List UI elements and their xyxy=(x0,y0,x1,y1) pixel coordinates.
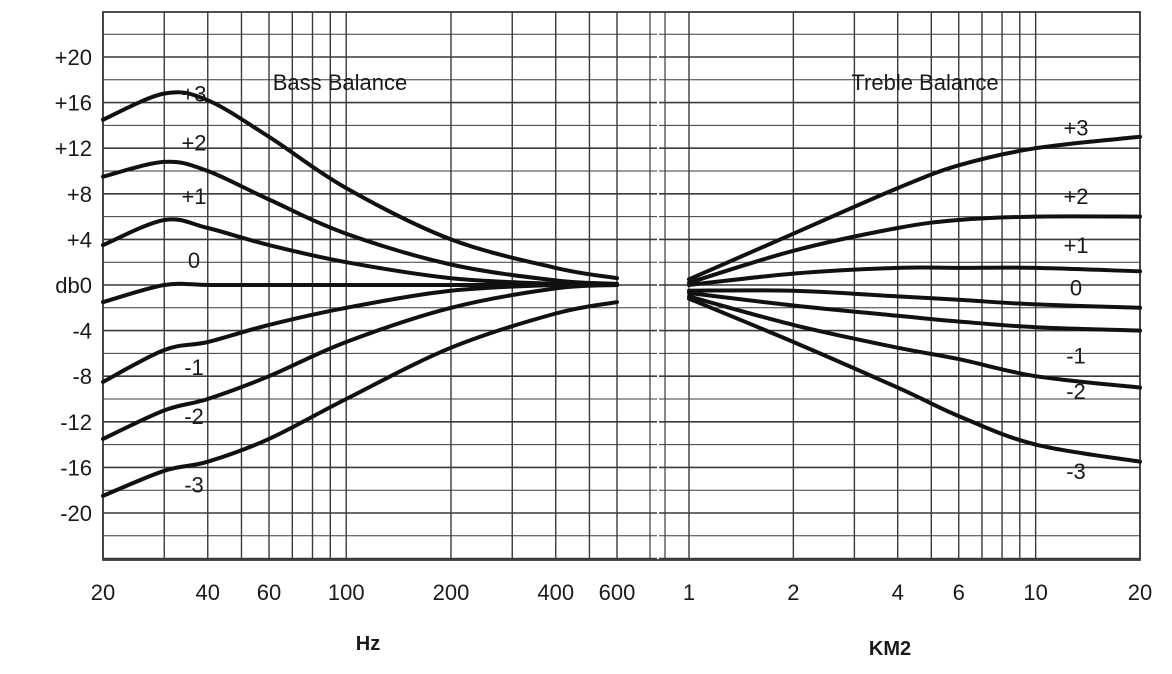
curve-label: -3 xyxy=(1066,459,1086,484)
curve-label: -3 xyxy=(184,473,204,498)
series-curve-treble-minus1 xyxy=(687,291,1142,333)
bass-balance-title: Bass Balance xyxy=(273,70,408,95)
curve-label: -1 xyxy=(1066,344,1086,369)
curve-label: -2 xyxy=(1066,379,1086,404)
plot-frame xyxy=(102,11,1141,561)
curve-label: 0 xyxy=(188,248,200,273)
x-tick-label: 10 xyxy=(1023,580,1047,605)
treble-balance-title: Treble Balance xyxy=(851,70,998,95)
x-tick-label: 20 xyxy=(1128,580,1152,605)
series-curve-bass-plus3 xyxy=(101,90,619,281)
series-curve-bass-minus3 xyxy=(101,300,619,498)
y-tick-label: -16 xyxy=(60,455,92,480)
series-curve-bass-plus2 xyxy=(101,159,619,286)
curve-label: -1 xyxy=(184,355,204,380)
series-curve-treble-plus2 xyxy=(687,214,1142,285)
curve-label: +3 xyxy=(1063,116,1088,141)
y-tick-label: -20 xyxy=(60,501,92,526)
x-tick-label: 200 xyxy=(433,580,470,605)
curve-layer xyxy=(101,90,1142,498)
curve-label: +1 xyxy=(1063,233,1088,258)
y-tick-label: -12 xyxy=(60,410,92,435)
x-tick-label: 40 xyxy=(196,580,220,605)
curve-label: +2 xyxy=(1063,184,1088,209)
y-tick-label: -4 xyxy=(72,319,92,344)
series-curve-treble-minus3 xyxy=(687,296,1142,464)
y-tick-label: -8 xyxy=(72,364,92,389)
series-curve-treble-minus2 xyxy=(687,294,1142,390)
series-curve-bass-minus1 xyxy=(101,282,619,384)
x-tick-label: 2 xyxy=(787,580,799,605)
x-tick-label: 4 xyxy=(892,580,904,605)
y-tick-label: +20 xyxy=(55,45,92,70)
y-tick-label: +12 xyxy=(55,136,92,161)
y-tick-label: db0 xyxy=(55,273,92,298)
x-tick-label: 20 xyxy=(91,580,115,605)
curve-label: +3 xyxy=(181,81,206,106)
series-curve-bass-plus1 xyxy=(101,217,619,287)
y-tick-label: +8 xyxy=(67,182,92,207)
series-curve-bass-minus2 xyxy=(101,283,619,441)
curve-label: +1 xyxy=(181,184,206,209)
x-tick-label: 400 xyxy=(537,580,574,605)
curve-label: 0 xyxy=(1070,275,1082,300)
y-tick-label: +16 xyxy=(55,91,92,116)
x-tick-label: 100 xyxy=(328,580,365,605)
x-tick-label: 60 xyxy=(257,580,281,605)
x-unit-khz: KM2 xyxy=(869,638,911,660)
x-unit-hz: Hz xyxy=(356,633,380,655)
x-tick-label: 600 xyxy=(599,580,636,605)
curve-label: -2 xyxy=(184,404,204,429)
y-tick-label: +4 xyxy=(67,227,92,252)
x-tick-label: 1 xyxy=(683,580,695,605)
x-tick-label: 6 xyxy=(953,580,965,605)
series-curve-treble-plus1 xyxy=(687,265,1142,287)
curve-label: +2 xyxy=(181,131,206,156)
series-curve-treble-plus3 xyxy=(687,134,1142,282)
series-curve-treble-0 xyxy=(687,288,1142,310)
